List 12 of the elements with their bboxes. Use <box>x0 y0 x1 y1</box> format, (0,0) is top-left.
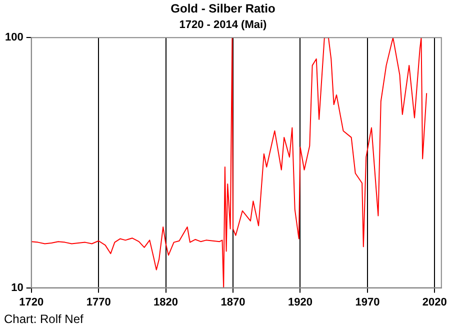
x-tick-label: 1870 <box>220 296 246 308</box>
chart-title: Gold - Silber Ratio <box>170 2 276 16</box>
x-tick-label: 1720 <box>19 296 44 308</box>
x-tick-label: 1820 <box>154 296 178 308</box>
y-tick-label: 100 <box>4 32 24 44</box>
x-tick-label: 2020 <box>422 296 447 308</box>
x-tick-label: 1920 <box>288 296 312 308</box>
y-tick-label: 10 <box>11 282 24 294</box>
x-tick-label: 1970 <box>355 296 380 308</box>
x-tick-label: 1770 <box>86 296 111 308</box>
text: Chart: Rolf Nef <box>4 312 84 326</box>
chart-subtitle: 1720 - 2014 (Mai) <box>179 19 268 32</box>
